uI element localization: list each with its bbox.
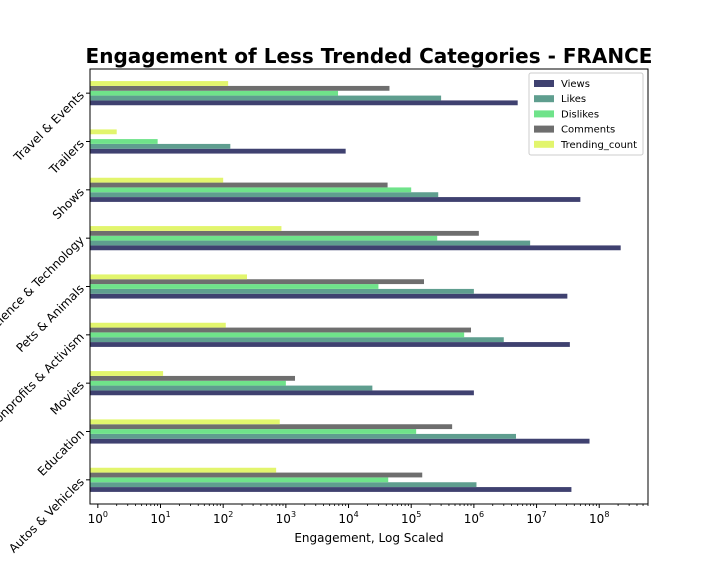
bar-likes-science-technology	[90, 240, 531, 246]
bar-dislikes-education	[90, 429, 417, 434]
bar-trending-count-nonprofits-activism	[90, 322, 226, 328]
bar-trending-count-pets-animals	[90, 274, 248, 280]
bar-trending-count-science-technology	[90, 226, 282, 231]
legend-label: Dislikes	[561, 109, 599, 120]
y-tick-label: Movies	[48, 378, 87, 417]
legend-swatch	[534, 110, 554, 118]
bar-dislikes-movies	[90, 380, 286, 386]
bar-likes-travel-events	[90, 95, 442, 101]
x-axis-label: Engagement, Log Scaled	[294, 531, 443, 545]
chart-title: Engagement of Less Trended Categories - …	[86, 44, 653, 68]
bar-likes-nonprofits-activism	[90, 337, 504, 343]
bar-likes-pets-animals	[90, 288, 474, 294]
x-tick-label: 104	[338, 510, 358, 526]
bar-trending-count-autos-vehicles	[90, 467, 277, 473]
bar-trending-count-movies	[90, 371, 164, 376]
bar-comments-pets-animals	[90, 279, 424, 285]
bar-dislikes-autos-vehicles	[90, 477, 389, 483]
bar-comments-travel-events	[90, 85, 390, 91]
bar-trending-count-trailers	[90, 129, 117, 135]
bar-likes-trailers	[90, 143, 231, 149]
bar-comments-science-technology	[90, 230, 479, 236]
legend-label: Likes	[561, 94, 586, 105]
legend-swatch	[534, 125, 554, 133]
bar-dislikes-nonprofits-activism	[90, 332, 465, 338]
bar-likes-shows	[90, 192, 439, 198]
bar-views-shows	[90, 197, 581, 202]
x-axis: 100 101 102 103 104 105 106 107 108	[88, 504, 649, 526]
bar-dislikes-shows	[90, 187, 412, 193]
y-tick-label: Autos & Vehicles	[6, 475, 87, 556]
x-tick-label: 101	[150, 510, 170, 526]
bar-comments-movies	[90, 375, 296, 381]
bar-dislikes-trailers	[90, 139, 158, 144]
x-tick-label: 100	[88, 510, 108, 526]
x-tick-label: 106	[464, 510, 484, 526]
bar-dislikes-pets-animals	[90, 284, 379, 289]
legend-label: Comments	[561, 125, 615, 136]
bar-likes-autos-vehicles	[90, 482, 477, 488]
legend-swatch	[534, 80, 554, 87]
bar-views-pets-animals	[90, 293, 568, 299]
legend-swatch	[534, 95, 554, 103]
bar-views-education	[90, 438, 590, 444]
bar-views-nonprofits-activism	[90, 342, 570, 347]
bar-views-movies	[90, 390, 474, 396]
x-tick-label: 102	[213, 510, 233, 526]
x-tick-label: 107	[526, 510, 546, 526]
legend: Views Likes Dislikes Comments Trending_count	[528, 72, 644, 156]
legend-swatch	[534, 140, 554, 148]
bar-views-autos-vehicles	[90, 487, 572, 492]
x-tick-label: 108	[589, 510, 609, 526]
x-tick-label: 105	[401, 510, 421, 526]
bar-trending-count-education	[90, 419, 280, 425]
legend-label: Views	[561, 79, 590, 90]
x-tick-label: 103	[276, 510, 296, 526]
bar-likes-education	[90, 433, 516, 439]
bar-views-trailers	[90, 148, 346, 154]
bar-comments-education	[90, 424, 453, 430]
bar-likes-movies	[90, 385, 373, 391]
bar-dislikes-science-technology	[90, 235, 438, 241]
bar-comments-shows	[90, 182, 388, 188]
bar-views-travel-events	[90, 100, 518, 106]
y-tick-label: Shows	[50, 185, 87, 222]
bar-comments-autos-vehicles	[90, 472, 423, 478]
legend-label: Trending_count	[560, 140, 637, 151]
bar-trending-count-shows	[90, 177, 224, 183]
y-tick-label: Trailers	[46, 137, 87, 178]
y-axis: Autos & VehiclesEducationMoviesNonprofit…	[0, 88, 90, 556]
y-tick-label: Education	[35, 427, 87, 479]
bar-dislikes-travel-events	[90, 90, 339, 96]
bar-trending-count-travel-events	[90, 81, 229, 86]
bar-comments-nonprofits-activism	[90, 327, 472, 333]
bar-views-science-technology	[90, 245, 621, 251]
legend-box	[528, 72, 644, 156]
bars-group	[90, 81, 621, 492]
